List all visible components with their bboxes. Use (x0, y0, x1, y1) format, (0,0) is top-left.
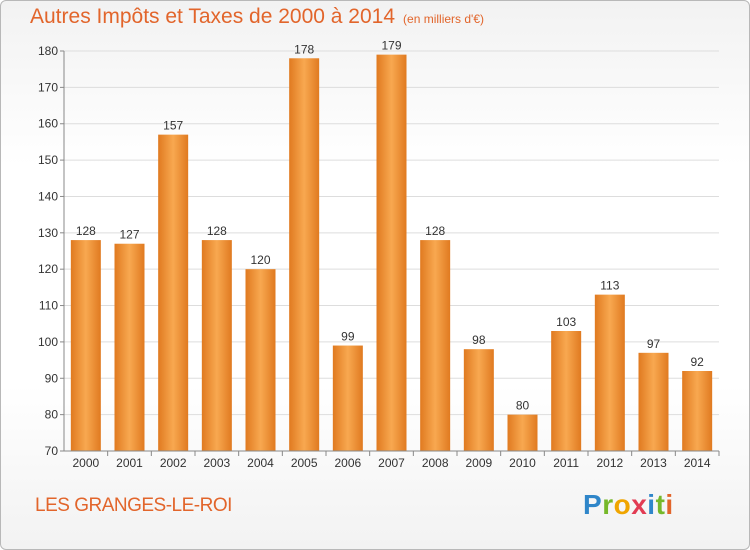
y-tick-label: 140 (38, 189, 58, 203)
bar-value-label: 99 (341, 330, 355, 344)
y-tick-label: 160 (38, 117, 58, 131)
y-tick-label: 110 (39, 299, 58, 313)
bar-value-label: 113 (600, 279, 619, 293)
title-line: Autres Impôts et Taxes de 2000 à 2014 (en… (30, 5, 484, 29)
bar-2001 (114, 243, 145, 451)
x-tick-label: 2011 (553, 456, 579, 470)
y-tick-label: 150 (38, 153, 58, 167)
bar-2011 (551, 331, 582, 451)
bar-2000 (70, 240, 101, 451)
bar-value-label: 128 (76, 224, 96, 238)
chart-subtitle: (en milliers d'€) (403, 12, 485, 26)
x-tick-label: 2006 (334, 456, 361, 470)
x-tick-label: 2010 (509, 456, 536, 470)
bar-value-label: 157 (163, 119, 183, 133)
y-tick-label: 120 (38, 262, 58, 276)
x-axis: 2000 2001 2002 2003 2004 2005 2006 2007 2008 2009… (64, 450, 720, 470)
bars: 128 127 157 128 120 178 99 179 128 98 80 103 113 97 92 (70, 39, 713, 452)
bar-value-label: 120 (250, 253, 270, 267)
bar-value-label: 128 (207, 224, 227, 238)
x-tick-label: 2014 (684, 456, 711, 470)
x-tick-label: 2004 (247, 456, 274, 470)
x-tick-label: 2008 (422, 456, 449, 470)
commune-name: LES GRANGES-LE-ROI (35, 495, 232, 516)
x-tick-label: 2005 (291, 456, 318, 470)
bar-2005 (289, 58, 320, 451)
y-axis: 70 80 90 100 110 120 130 140 150 160 170 180 (38, 44, 65, 458)
bar-value-label: 128 (425, 224, 445, 238)
y-tick-label: 180 (38, 44, 58, 58)
y-tick-label: 80 (45, 408, 59, 422)
x-tick-label: 2007 (378, 456, 405, 470)
bar-2007 (376, 54, 407, 452)
bar-value-label: 127 (119, 228, 139, 242)
bar-value-label: 179 (381, 39, 401, 53)
bar-value-label: 80 (516, 399, 530, 413)
x-tick-label: 2001 (116, 456, 143, 470)
x-tick-label: 2009 (465, 456, 492, 470)
y-tick-label: 100 (38, 335, 58, 349)
x-tick-label: 2002 (160, 456, 187, 470)
proxiti-logo: Proxiti (583, 489, 674, 520)
bar-2014 (682, 371, 713, 451)
x-tick-label: 2012 (596, 456, 623, 470)
bar-2010 (507, 414, 538, 451)
bar-2013 (638, 352, 669, 451)
y-tick-label: 130 (38, 226, 58, 240)
bar-2004 (245, 269, 276, 451)
bar-value-label: 92 (690, 355, 704, 369)
bar-2006 (332, 345, 363, 451)
y-tick-label: 70 (45, 444, 59, 458)
bar-2008 (420, 240, 451, 451)
chart-title: Autres Impôts et Taxes de 2000 à 2014 (30, 5, 396, 28)
y-tick-label: 170 (38, 80, 58, 94)
x-tick-label: 2013 (640, 456, 667, 470)
y-tick-label: 90 (45, 371, 59, 385)
bar-2009 (463, 349, 494, 451)
bar-2003 (201, 240, 232, 451)
bar-2002 (158, 134, 189, 452)
x-tick-label: 2003 (203, 456, 230, 470)
bar-value-label: 178 (294, 42, 314, 56)
bar-value-label: 97 (647, 337, 661, 351)
x-tick-label: 2000 (72, 456, 99, 470)
bar-value-label: 98 (472, 333, 486, 347)
bar-2012 (594, 294, 625, 451)
bar-value-label: 103 (556, 315, 576, 329)
